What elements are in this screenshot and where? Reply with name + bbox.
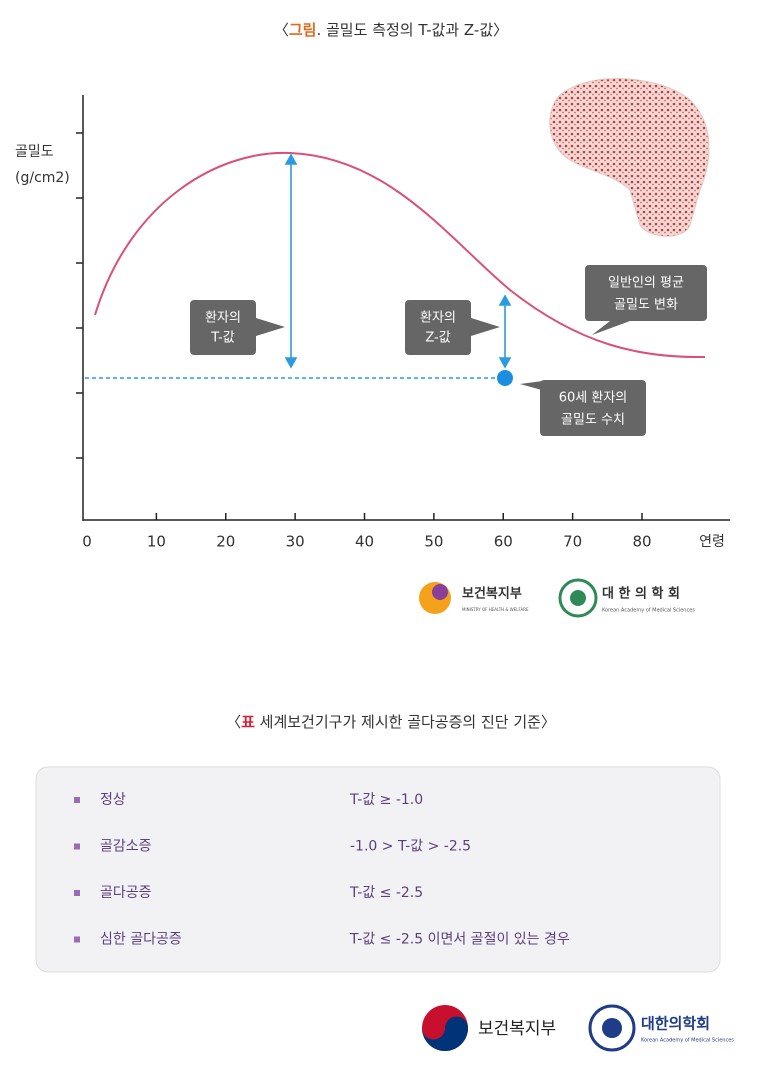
bone-illustration	[549, 78, 710, 237]
x-tick-label: 50	[424, 533, 443, 551]
x-label: 연령	[699, 534, 725, 550]
row-label: 심한 골다공증	[100, 932, 182, 948]
table-box	[35, 766, 721, 973]
callout-text: T-값	[210, 331, 234, 346]
callout-text: 골밀도 수치	[561, 413, 625, 428]
callout-text: 일반인의 평균	[608, 276, 684, 291]
callout-text: 60세 환자의	[559, 391, 628, 406]
figure-title: 〈그림. 골밀도 측정의 T-값과 Z-값〉	[274, 21, 508, 39]
callout-text: 환자의	[205, 311, 241, 326]
row-label: 골다공증	[100, 885, 152, 901]
bullet	[74, 936, 80, 943]
x-ticks: 0 10 20 30 40 50 60 70 80	[82, 513, 652, 551]
x-tick-label: 30	[286, 533, 305, 551]
bullet	[74, 890, 80, 896]
academy-name: 대 한 의 학 회	[602, 586, 680, 602]
academy-name-en: Korean Academy of Medical Sciences	[602, 608, 695, 614]
x-tick-label: 10	[147, 533, 166, 551]
table-title: 〈표 세계보건기구가 제시한 골다공증의 진단 기준〉	[226, 713, 556, 731]
patient-point	[497, 370, 513, 386]
callout-text: Z-값	[425, 331, 450, 346]
row-criterion: T-값 ≥ -1.0	[349, 792, 423, 808]
academy-emblem	[602, 1018, 622, 1038]
academy-logo	[558, 578, 598, 618]
y-label: (g/cm2)	[15, 170, 70, 186]
academy-emblem	[588, 1004, 636, 1052]
x-tick-label: 70	[563, 533, 582, 551]
x-tick-label: 60	[494, 533, 513, 551]
x-tick-label: 0	[82, 533, 92, 551]
bullet	[74, 797, 80, 803]
x-tick-label: 80	[632, 533, 651, 551]
ministry-name-en: MINISTRY OF HEALTH & WELFARE	[462, 607, 529, 612]
ministry-emblem	[422, 1016, 468, 1051]
ministry-name: 보건복지부	[462, 586, 522, 602]
y-label: 골밀도	[15, 144, 54, 160]
row-criterion: T-값 ≤ -2.5 이면서 골절이 있는 경우	[349, 932, 570, 948]
row-label: 정상	[100, 792, 126, 808]
footer-academy-en: Korean Academy of Medical Sciences	[641, 1038, 734, 1044]
footer-academy: 대한의학회	[641, 1015, 710, 1033]
average-curve	[94, 151, 706, 359]
callout-text: 환자의	[420, 311, 456, 326]
bullet	[74, 843, 80, 850]
arrows	[284, 153, 512, 369]
x-tick-label: 40	[355, 533, 374, 551]
ministry-logo	[432, 584, 448, 600]
y-ticks	[76, 132, 83, 459]
row-criterion: T-값 ≤ -2.5	[349, 885, 423, 901]
row-criterion: -1.0 > T-값 > -2.5	[350, 839, 471, 855]
x-tick-label: 20	[216, 533, 235, 551]
footer-ministry: 보건복지부	[478, 1019, 556, 1039]
table-rows: 정상 T-값 ≥ -1.0 골감소증 -1.0 > T-값 > -2.5 골다공증 T-값…	[74, 792, 570, 948]
row-label: 골감소증	[100, 839, 152, 855]
academy-logo	[570, 590, 586, 606]
callout-text: 골밀도 변화	[614, 298, 678, 313]
callout-boxes	[190, 265, 707, 436]
